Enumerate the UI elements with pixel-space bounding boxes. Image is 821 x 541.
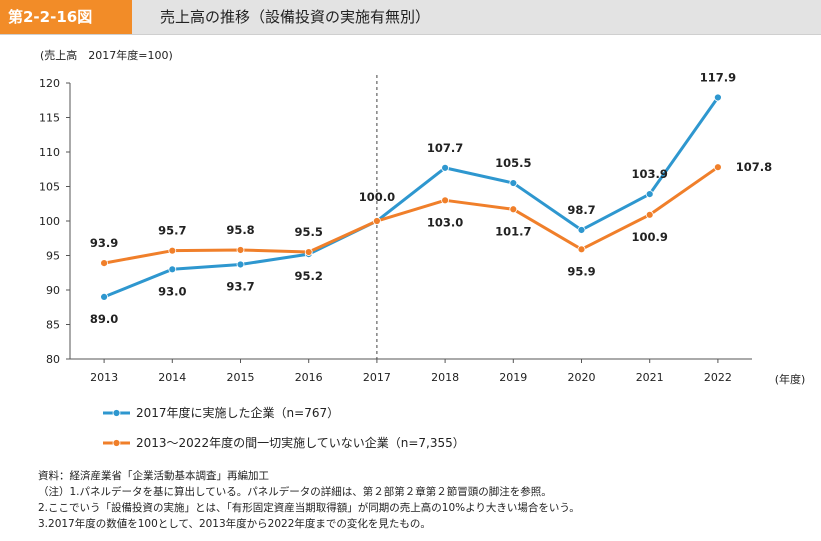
data-label: 89.0 [90,312,118,326]
x-tick-label: 2019 [499,371,527,384]
legend-label-1: 2017年度に実施した企業（n=767） [136,405,339,420]
data-label: 95.9 [567,264,595,278]
series-2-point [236,246,245,254]
figure-number: 第2-2-16図 [0,0,132,34]
x-tick-label: 2017 [363,371,391,384]
data-label: 103.9 [632,167,668,181]
data-label: 117.9 [700,70,736,84]
note-1: （注）1.パネルデータを基に算出している。パネルデータの詳細は、第２部第２章第２… [38,486,552,498]
figure-title: 売上高の推移（設備投資の実施有無別） [160,8,431,26]
series-2-point [577,245,586,254]
y-tick-label: 80 [46,353,60,366]
y-tick-label: 85 [46,319,60,332]
series-1-point [100,292,108,301]
data-label: 105.5 [495,156,531,170]
data-label: 95.2 [295,269,323,283]
note-3: 3.2017年度の数値を100として、2013年度から2022年度までの変化を見… [38,518,431,530]
legend-label-2: 2013～2022年度の間一切実施していない企業（n=7,355） [136,435,465,450]
data-label: 93.0 [158,284,186,298]
series-2-point [304,248,313,256]
data-label: 95.8 [226,223,254,237]
series-line-2 [103,165,719,265]
x-tick-label: 2015 [227,371,255,384]
series-1-point [714,93,722,102]
data-label: 101.7 [495,224,531,238]
note-source: 資料：経済産業省「企業活動基本調査」再編加工 [38,470,269,482]
y-tick-label: 95 [46,250,60,263]
series-2-point [441,196,450,205]
data-label: 107.8 [736,160,772,174]
series-1-point [509,179,518,187]
legend-marker-2 [112,439,121,447]
notes: 資料：経済産業省「企業活動基本調査」再編加工 （注）1.パネルデータを基に算出し… [38,468,808,532]
legend-marker-1 [112,409,121,417]
y-tick-label: 115 [39,112,60,125]
y-tick-label: 120 [39,77,60,90]
data-label: 95.7 [158,224,186,238]
data-label: 103.0 [427,215,463,229]
x-axis-title: (年度) [775,372,806,386]
x-tick-label: 2020 [568,371,596,384]
x-tick-label: 2016 [295,371,323,384]
data-label: 107.7 [427,141,463,155]
series-1-point [577,226,586,234]
x-tick-label: 2018 [431,371,459,384]
x-tick-label: 2013 [90,371,118,384]
series-1-point [441,163,450,172]
series-1-point [168,265,177,274]
x-tick-label: 2021 [636,371,664,384]
y-tick-label: 90 [46,284,60,297]
series-1-point [236,260,245,269]
x-tick-label: 2014 [158,371,186,384]
y-tick-label: 110 [39,146,60,159]
series-2-point [509,205,518,214]
series-1-point [645,190,654,198]
note-2: 2.ここでいう「設備投資の実施」とは、「有形固定資産当期取得額」が同期の売上高の… [38,502,580,514]
series-line-1 [103,96,720,299]
series-2-point [372,217,381,225]
x-tick-label: 2022 [704,371,732,384]
y-tick-label: 100 [39,215,60,228]
data-label: 93.9 [90,236,118,250]
series-2-point [168,246,177,255]
data-label: 98.7 [567,203,595,217]
data-label: 100.9 [632,230,668,244]
y-axis-unit-label: (売上高 2017年度=100) [40,49,173,62]
data-label: 100.0 [359,190,395,204]
data-label: 93.7 [226,279,254,293]
y-tick-label: 105 [39,181,60,194]
series-2-point [100,259,108,267]
data-label: 95.5 [295,225,323,239]
figure-header: 第2-2-16図 売上高の推移（設備投資の実施有無別） [0,0,821,35]
series-2-point [714,163,722,172]
series-2-point [645,210,654,219]
